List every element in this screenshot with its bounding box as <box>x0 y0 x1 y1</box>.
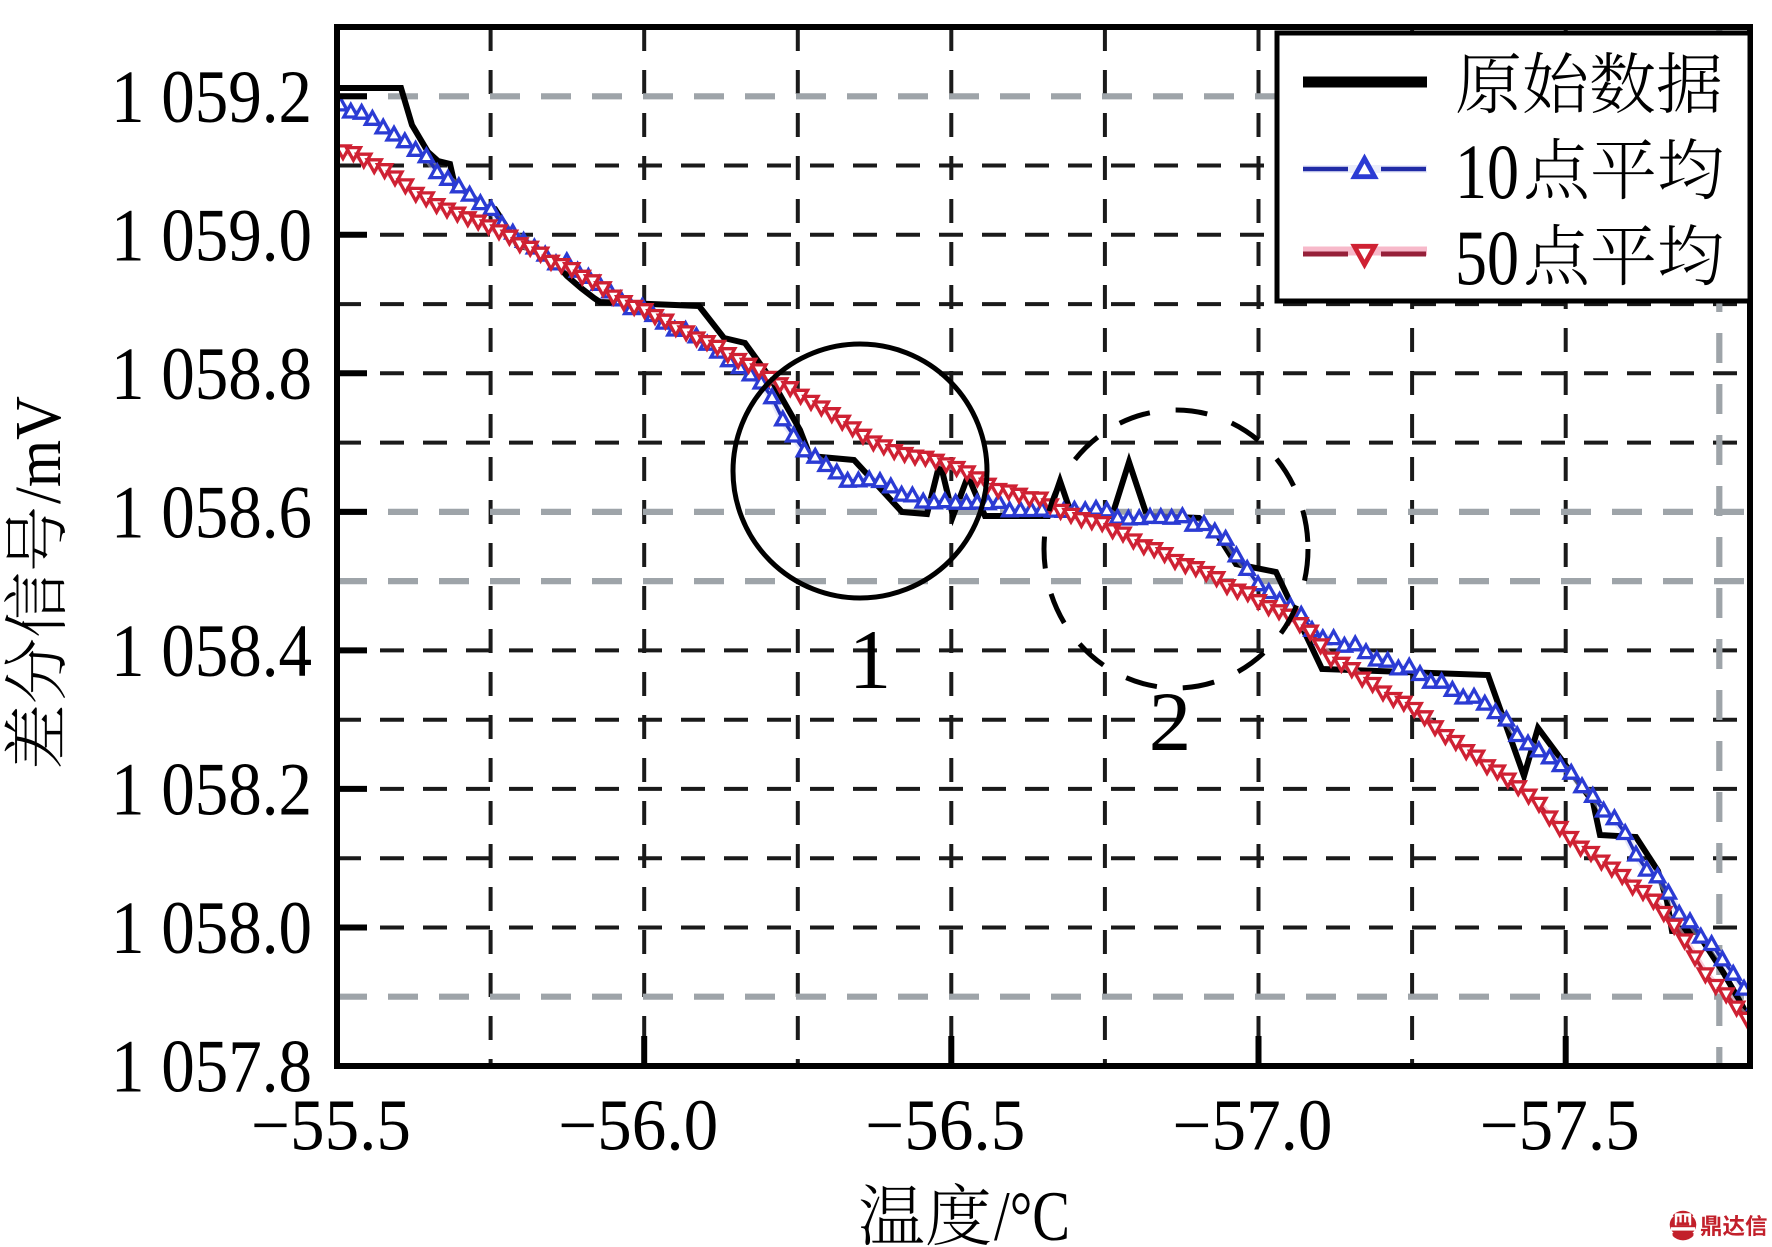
svg-text:1 057.8: 1 057.8 <box>111 1026 312 1109</box>
svg-text:−55.5: −55.5 <box>251 1085 411 1166</box>
svg-text:1 058.6: 1 058.6 <box>111 471 312 554</box>
svg-text:−57.0: −57.0 <box>1173 1085 1333 1166</box>
svg-text:1 059.2: 1 059.2 <box>111 56 312 139</box>
svg-text:−56.0: −56.0 <box>558 1085 718 1166</box>
svg-text:1: 1 <box>849 613 892 707</box>
svg-text:1 058.0: 1 058.0 <box>111 887 312 970</box>
svg-text:2: 2 <box>1149 675 1192 769</box>
svg-text:50: 50 <box>1455 214 1519 301</box>
svg-text:10: 10 <box>1455 128 1519 215</box>
svg-text:−57.5: −57.5 <box>1480 1085 1640 1166</box>
svg-text:1 058.8: 1 058.8 <box>111 333 312 416</box>
svg-text:1 058.2: 1 058.2 <box>111 748 312 831</box>
svg-text:1 059.0: 1 059.0 <box>111 194 312 277</box>
svg-text:1 058.4: 1 058.4 <box>111 610 312 693</box>
svg-text:−56.5: −56.5 <box>865 1085 1025 1166</box>
svg-text:/°C: /°C <box>994 1178 1070 1247</box>
svg-text:/mV: /mV <box>2 396 75 504</box>
